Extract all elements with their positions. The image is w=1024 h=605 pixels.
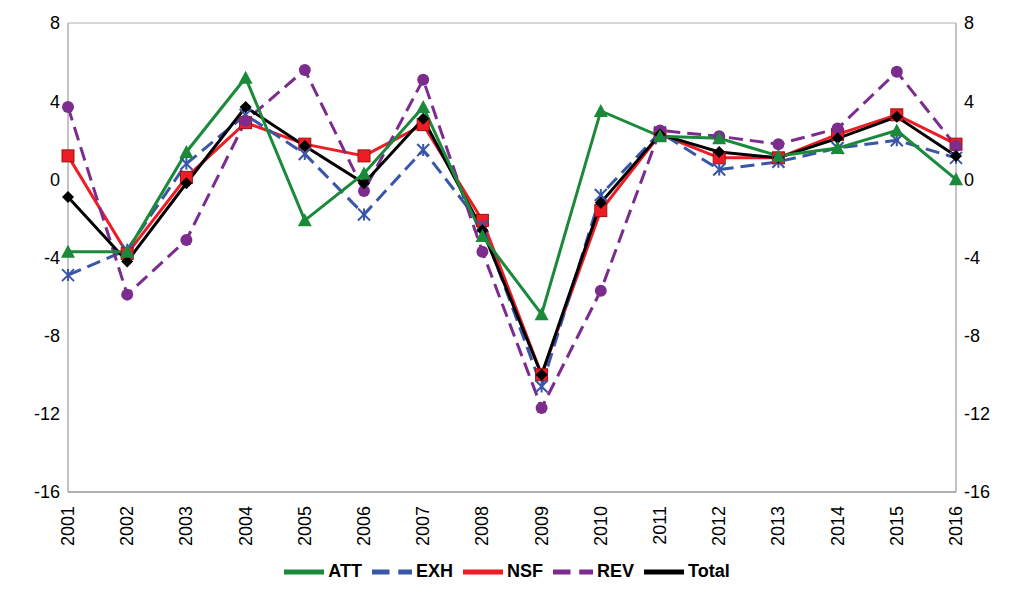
svg-text:0: 0 — [50, 170, 60, 190]
svg-text:2011: 2011 — [650, 506, 670, 545]
svg-text:2014: 2014 — [828, 506, 848, 546]
svg-text:-8: -8 — [964, 326, 980, 346]
svg-text:-8: -8 — [44, 326, 60, 346]
svg-text:2006: 2006 — [354, 506, 374, 546]
svg-text:4: 4 — [50, 92, 60, 112]
svg-text:2016: 2016 — [946, 506, 966, 546]
svg-text:2008: 2008 — [472, 506, 492, 546]
svg-text:-16: -16 — [964, 482, 990, 502]
svg-text:2005: 2005 — [295, 506, 315, 546]
svg-text:2007: 2007 — [413, 506, 433, 546]
svg-text:-4: -4 — [964, 248, 980, 268]
svg-text:8: 8 — [50, 13, 60, 33]
svg-text:2009: 2009 — [532, 506, 552, 546]
svg-text:4: 4 — [964, 92, 974, 112]
svg-text:-16: -16 — [34, 482, 60, 502]
svg-text:2012: 2012 — [709, 506, 729, 546]
svg-text:-4: -4 — [44, 248, 60, 268]
svg-text:2004: 2004 — [236, 506, 256, 546]
svg-text:2002: 2002 — [117, 506, 137, 546]
svg-text:2001: 2001 — [58, 506, 78, 546]
svg-text:2003: 2003 — [176, 506, 196, 546]
html-text:NSF: NSF — [507, 560, 543, 581]
svg-text:8: 8 — [964, 13, 974, 33]
html-text:EXH: EXH — [416, 560, 453, 581]
svg-text:-12: -12 — [964, 404, 990, 424]
svg-text:0: 0 — [964, 170, 974, 190]
html-text:ATT: ATT — [328, 560, 362, 581]
svg-text:2010: 2010 — [591, 506, 611, 546]
svg-text:2013: 2013 — [768, 506, 788, 546]
svg-text:2015: 2015 — [887, 506, 907, 546]
html-text:REV: REV — [597, 560, 634, 581]
svg-text:-12: -12 — [34, 404, 60, 424]
html-text:Total: Total — [688, 560, 730, 581]
